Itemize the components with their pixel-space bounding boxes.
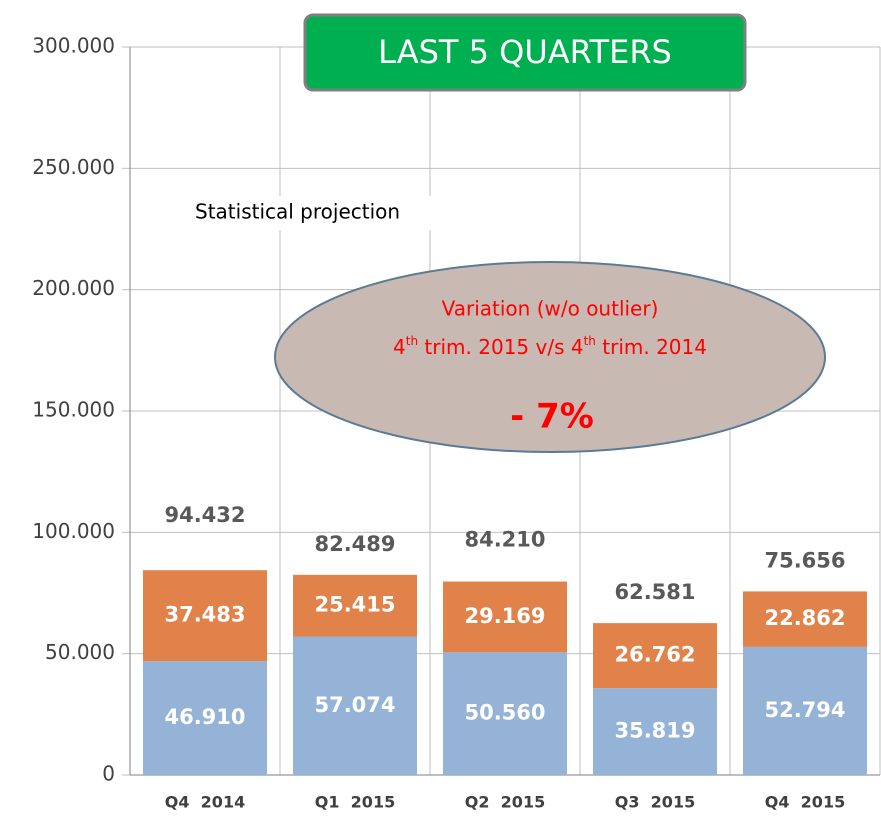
bar-segment [743,591,867,647]
superscript: th [406,334,418,348]
total-label: 62.581 [614,580,695,604]
x-tick-label: Q1 2015 [315,793,395,812]
x-tick-label: Q4 2015 [765,793,845,812]
x-tick-label: Q4 2014 [165,793,245,812]
callout-text: 4 [393,335,406,359]
bar-segment [293,574,417,637]
bar-segment [443,581,567,653]
title-box [303,13,747,92]
total-label: 82.489 [314,532,395,556]
y-tick-label: 200.000 [32,276,115,300]
data-label: 22.862 [764,606,845,630]
note: Statistical projection [195,200,400,224]
y-tick-label: 300.000 [32,34,115,58]
x-tick-label: Q3 2015 [615,793,695,812]
total-label: 84.210 [464,528,545,552]
data-label: 26.762 [614,643,695,667]
bars [143,570,867,775]
data-label: 46.910 [164,705,245,729]
data-label: 57.074 [314,693,395,717]
bar-segment [443,652,567,775]
note-background [190,196,460,230]
superscript: th [584,334,596,348]
bar-segment [743,646,867,775]
y-tick-label: 50.000 [45,640,115,664]
y-tick-label: 150.000 [32,398,115,422]
y-tick-label: 100.000 [32,519,115,543]
bar-segment [143,661,267,775]
data-label: 29.169 [464,604,545,628]
callout-line2: 4th trim. 2015 v/s 4th trim. 2014 [393,334,707,359]
bar-segment [293,636,417,775]
data-label: 25.415 [314,593,395,617]
y-tick-label: 0 [102,762,115,786]
callout [274,261,826,453]
bar-segment [593,688,717,775]
bar-segment [593,623,717,689]
bar-segment [143,570,267,662]
callout-line1: Variation (w/o outlier) [442,297,659,321]
data-label: 52.794 [764,698,845,722]
total-label: 94.432 [164,503,245,527]
chart-title: LAST 5 QUARTERS [378,33,672,71]
callout-text: trim. 2015 v/s 4 [418,335,584,359]
data-label: 50.560 [464,701,545,725]
callout-text: trim. 2014 [596,335,707,359]
x-tick-label: Q2 2015 [465,793,545,812]
data-label: 37.483 [164,603,245,627]
y-tick-label: 250.000 [32,155,115,179]
total-label: 75.656 [764,548,845,572]
data-label: 35.819 [614,719,695,743]
callout-value: - 7% [510,397,594,437]
